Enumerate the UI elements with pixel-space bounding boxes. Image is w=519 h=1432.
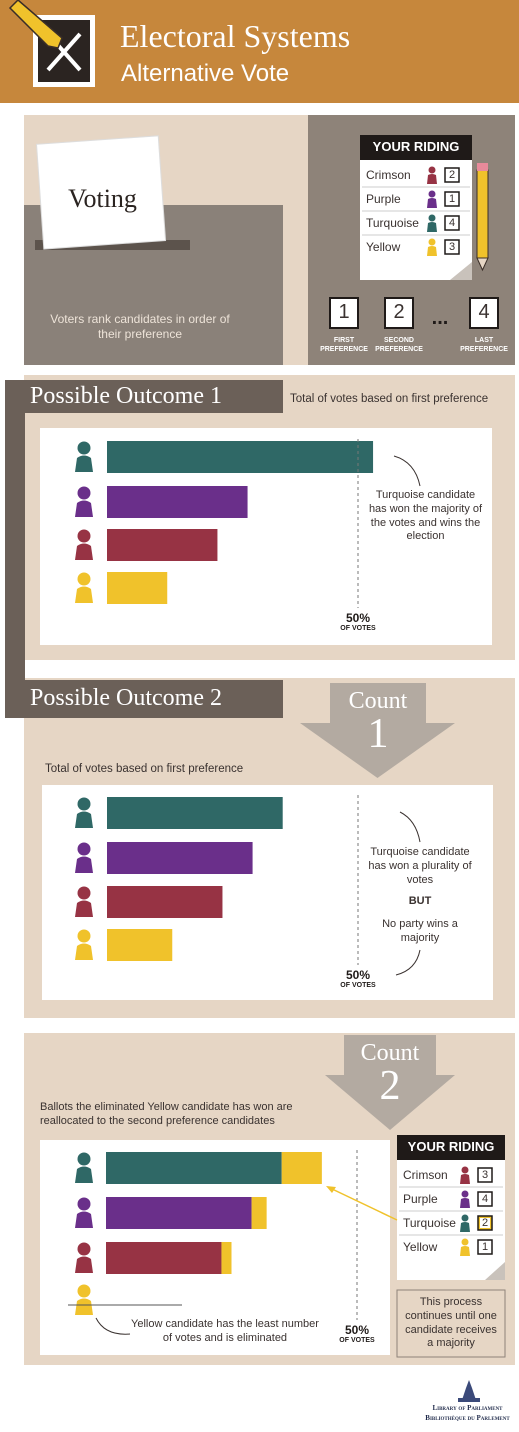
bar (107, 929, 172, 961)
candidate-name: Purple (403, 1192, 473, 1207)
candidate-icon-head (78, 887, 91, 900)
candidate-name: Crimson (366, 168, 436, 183)
count-number: 1 (330, 713, 426, 755)
bar (107, 529, 217, 561)
threshold-label: 50% (333, 969, 383, 981)
threshold-caption: OF VOTES (333, 982, 383, 989)
candidate-icon-body (75, 1212, 93, 1229)
bar (106, 1197, 252, 1229)
candidate-icon-head (78, 1243, 91, 1256)
count2-subtitle: Ballots the eliminated Yellow candidate … (40, 1101, 320, 1129)
rank: 4 (478, 1192, 492, 1206)
annotation: Turquoise candidate has won the majority… (368, 489, 483, 544)
candidate-icon-body (75, 1167, 93, 1184)
candidate-icon-head (78, 1153, 91, 1166)
footer-text: Bibliothèque du Parlement (420, 1414, 515, 1422)
candidate-icon-body (75, 812, 93, 829)
candidate-icon-body (75, 857, 93, 874)
count-label: Count (320, 689, 436, 713)
annotation: Turquoise candidate has won a plurality … (365, 846, 475, 887)
candidate-icon-head (78, 573, 91, 586)
candidate-icon-head (78, 530, 91, 543)
ballot-label: Voting (45, 186, 160, 212)
rank: 1 (478, 1240, 492, 1254)
bar (107, 886, 222, 918)
parliament-icon (462, 1380, 476, 1400)
note: This process continues until one candida… (402, 1296, 500, 1351)
candidate-icon-body (75, 544, 93, 561)
candidate-name: Turquoise (403, 1216, 473, 1231)
candidate-icon-body (75, 501, 93, 518)
preference-number: 4 (470, 302, 498, 322)
annotation: Yellow candidate has the least number of… (125, 1318, 325, 1346)
bar (107, 441, 373, 473)
candidate-icon-head (78, 798, 91, 811)
candidate-icon-body (75, 944, 93, 961)
rank: 3 (445, 240, 459, 254)
candidate-icon-head (78, 442, 91, 455)
preference-number: 1 (330, 302, 358, 322)
preference-number: 2 (385, 302, 413, 322)
intro-caption: Voters rank candidates in order of their… (40, 312, 240, 342)
outcome-subtitle: Total of votes based on first preference (45, 762, 345, 776)
bar-reallocated (282, 1152, 322, 1184)
pencil-eraser (477, 163, 488, 171)
candidate-icon-head (78, 487, 91, 500)
annotation-but: BUT (365, 895, 475, 909)
infographic: Electoral Systems Alternative Vote Voting V… (0, 0, 519, 1432)
annotation: No party wins a majority (370, 918, 470, 946)
outcome-subtitle: Total of votes based on first preference (290, 392, 515, 406)
preference-label: LAST PREFERENCE (454, 336, 514, 354)
candidate-name: Yellow (403, 1240, 473, 1255)
footer-text: Library of Parliament (420, 1404, 515, 1412)
candidate-icon-body (75, 1257, 93, 1274)
bar (106, 1152, 282, 1184)
candidate-icon-head (78, 1198, 91, 1211)
threshold-caption: OF VOTES (332, 1337, 382, 1344)
preference-label: FIRST PREFERENCE (314, 336, 374, 354)
candidate-name: Yellow (366, 240, 436, 255)
candidate-name: Turquoise (366, 216, 436, 231)
threshold-caption: OF VOTES (333, 625, 383, 632)
candidate-name: Crimson (403, 1168, 473, 1183)
ellipsis: ... (425, 308, 455, 328)
bar (107, 797, 283, 829)
rank: 4 (445, 216, 459, 230)
preference-label: SECOND PREFERENCE (369, 336, 429, 354)
title: Electoral Systems (120, 20, 510, 52)
count-number: 2 (344, 1065, 436, 1107)
rank: 2 (478, 1216, 492, 1230)
candidate-icon-head (78, 1285, 91, 1298)
candidate-icon-body (75, 456, 93, 473)
subtitle: Alternative Vote (121, 62, 511, 86)
threshold-label: 50% (333, 612, 383, 624)
bar (107, 842, 253, 874)
bar (107, 572, 167, 604)
riding-title: YOUR RIDING (397, 1140, 505, 1154)
candidate-name: Purple (366, 192, 436, 207)
bar (107, 486, 248, 518)
parliament-icon-base (458, 1398, 480, 1402)
candidate-icon-body (75, 587, 93, 604)
outcome-title: Possible Outcome 1 (30, 382, 280, 411)
bar (106, 1242, 221, 1274)
candidate-icon-body (75, 1299, 93, 1316)
candidate-icon-head (78, 930, 91, 943)
riding-title: YOUR RIDING (360, 140, 472, 154)
bar-reallocated (221, 1242, 231, 1274)
count-label: Count (334, 1041, 446, 1065)
rank: 1 (445, 192, 459, 206)
candidate-icon-head (78, 843, 91, 856)
threshold-label: 50% (332, 1324, 382, 1336)
pencil (477, 170, 488, 258)
rank: 3 (478, 1168, 492, 1182)
side-bar (5, 380, 25, 718)
bar-reallocated (252, 1197, 267, 1229)
rank: 2 (445, 168, 459, 182)
candidate-icon-body (75, 901, 93, 918)
outcome-title: Possible Outcome 2 (30, 684, 280, 713)
